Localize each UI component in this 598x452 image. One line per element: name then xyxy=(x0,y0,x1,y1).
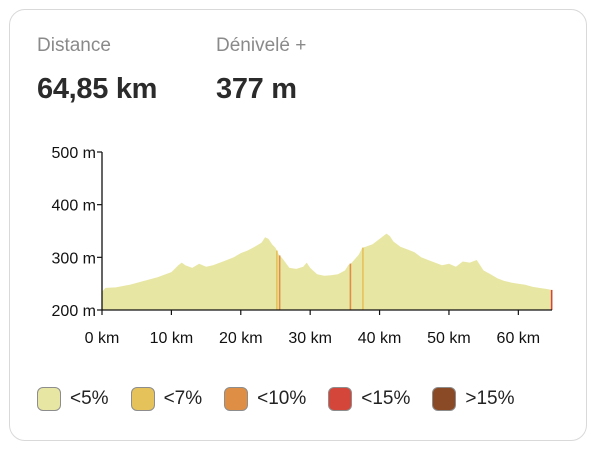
y-tick-label: 500 m xyxy=(52,145,96,162)
distance-value: 64,85 km xyxy=(37,73,158,105)
x-tick-label: 30 km xyxy=(288,330,332,347)
legend-item: <10% xyxy=(224,387,306,411)
legend-swatch xyxy=(432,387,457,411)
legend-label: <5% xyxy=(70,388,109,409)
legend-label: >15% xyxy=(465,388,515,409)
legend-item: <5% xyxy=(37,387,109,411)
legend-item: <7% xyxy=(130,387,203,411)
elevation-area xyxy=(102,233,552,310)
x-tick-label: 60 km xyxy=(497,330,541,347)
elevation-gain-label: Dénivelé + xyxy=(216,35,307,56)
x-tick-label: 10 km xyxy=(150,330,194,347)
legend-swatch xyxy=(130,387,155,411)
legend-swatch xyxy=(328,387,353,411)
elevation-gain-stat: Dénivelé + 377 m xyxy=(216,34,306,106)
y-tick-label: 200 m xyxy=(52,303,96,320)
gradient-legend: <5% <7% <10% <15% >15% xyxy=(37,387,537,411)
x-tick-label: 50 km xyxy=(427,330,471,347)
legend-item: <15% xyxy=(328,387,410,411)
legend-swatch xyxy=(37,387,61,411)
x-tick-label: 0 km xyxy=(85,330,120,347)
y-tick-label: 400 m xyxy=(52,198,96,215)
x-tick-label: 20 km xyxy=(219,330,263,347)
legend-item: >15% xyxy=(432,387,515,411)
x-tick-label: 40 km xyxy=(358,330,402,347)
legend-label: <15% xyxy=(361,388,411,409)
route-stats-card xyxy=(9,9,587,441)
legend-label: <10% xyxy=(257,388,307,409)
legend-label: <7% xyxy=(163,388,203,409)
y-tick-label: 300 m xyxy=(52,250,96,267)
elevation-gain-value: 377 m xyxy=(216,73,297,105)
distance-stat: Distance 64,85 km xyxy=(37,34,157,106)
legend-swatch xyxy=(224,387,249,411)
distance-label: Distance xyxy=(37,35,111,56)
